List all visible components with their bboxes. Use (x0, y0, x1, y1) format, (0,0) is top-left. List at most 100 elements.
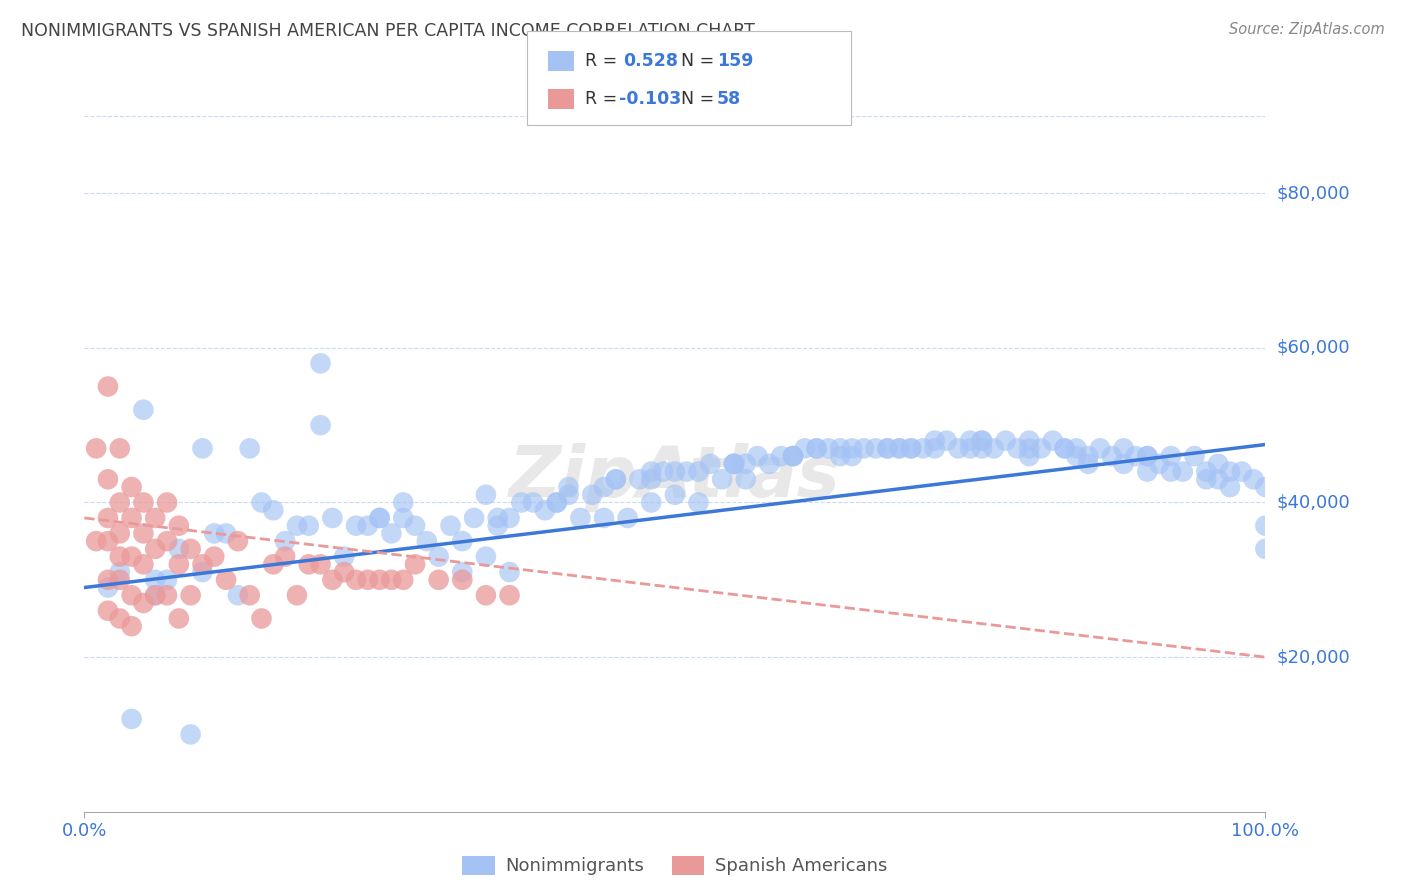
Point (1254, 518, 1277, 533)
Point (593, 480, 616, 494)
Point (841, 449, 863, 463)
Point (983, 442, 1005, 456)
Point (108, 573, 131, 587)
Point (167, 611, 190, 625)
Point (427, 573, 450, 587)
Text: N =: N = (681, 52, 720, 70)
Point (970, 434, 993, 448)
Point (817, 442, 839, 456)
Point (180, 727, 202, 741)
Point (156, 588, 179, 602)
Point (344, 573, 367, 587)
Point (262, 503, 284, 517)
Point (876, 442, 898, 456)
Point (1171, 465, 1194, 479)
Point (180, 588, 202, 602)
Point (132, 402, 155, 417)
Point (1018, 442, 1040, 456)
Point (132, 558, 155, 572)
Point (1066, 442, 1088, 456)
Point (427, 549, 450, 564)
Text: R =: R = (585, 90, 623, 108)
Point (344, 518, 367, 533)
Point (688, 495, 710, 509)
Point (1254, 541, 1277, 556)
Point (143, 573, 166, 587)
Point (250, 495, 273, 509)
Text: NONIMMIGRANTS VS SPANISH AMERICAN PER CAPITA INCOME CORRELATION CHART: NONIMMIGRANTS VS SPANISH AMERICAN PER CA… (21, 22, 755, 40)
Point (770, 449, 793, 463)
Point (1018, 434, 1040, 448)
Point (97, 511, 120, 525)
Point (143, 588, 166, 602)
Point (830, 442, 852, 456)
Point (605, 472, 627, 486)
Point (143, 541, 166, 556)
Point (1219, 465, 1241, 479)
Point (1243, 472, 1265, 486)
Point (911, 442, 934, 456)
Point (451, 565, 474, 579)
Point (889, 442, 911, 456)
Point (451, 573, 474, 587)
Point (156, 495, 179, 509)
Point (1136, 449, 1159, 463)
Point (1195, 472, 1218, 486)
Point (1018, 449, 1040, 463)
Text: $80,000: $80,000 (1277, 185, 1350, 202)
Point (1230, 465, 1253, 479)
Point (865, 442, 887, 456)
Point (143, 511, 166, 525)
Point (191, 558, 214, 572)
Point (298, 558, 321, 572)
Point (1184, 449, 1206, 463)
Point (357, 573, 380, 587)
Point (557, 480, 579, 494)
Point (97, 379, 120, 393)
Point (1007, 442, 1029, 456)
Point (451, 534, 474, 549)
Point (900, 442, 922, 456)
Point (723, 457, 745, 471)
Point (191, 565, 214, 579)
Point (404, 518, 426, 533)
Point (97, 534, 120, 549)
Point (84, 534, 107, 549)
Point (202, 549, 225, 564)
Point (935, 434, 957, 448)
Point (404, 558, 426, 572)
Point (475, 488, 498, 502)
Point (723, 457, 745, 471)
Point (1219, 480, 1241, 494)
Point (156, 534, 179, 549)
Point (900, 442, 922, 456)
Point (970, 434, 993, 448)
Point (97, 472, 120, 486)
Point (439, 518, 461, 533)
Point (475, 549, 498, 564)
Point (262, 558, 284, 572)
Point (121, 480, 143, 494)
Point (239, 588, 262, 602)
Point (285, 588, 308, 602)
Point (1195, 465, 1218, 479)
Point (782, 449, 804, 463)
Point (948, 442, 970, 456)
Point (889, 442, 911, 456)
Point (498, 511, 520, 525)
Point (924, 442, 946, 456)
Point (285, 518, 308, 533)
Point (132, 596, 155, 610)
Point (640, 465, 662, 479)
Point (180, 541, 202, 556)
Point (806, 442, 828, 456)
Point (121, 511, 143, 525)
Point (640, 472, 662, 486)
Text: -0.103: -0.103 (619, 90, 681, 108)
Point (699, 457, 721, 471)
Text: ZipAtlas: ZipAtlas (509, 443, 841, 512)
Point (711, 472, 734, 486)
Point (321, 511, 343, 525)
Point (1136, 449, 1159, 463)
Point (215, 573, 238, 587)
